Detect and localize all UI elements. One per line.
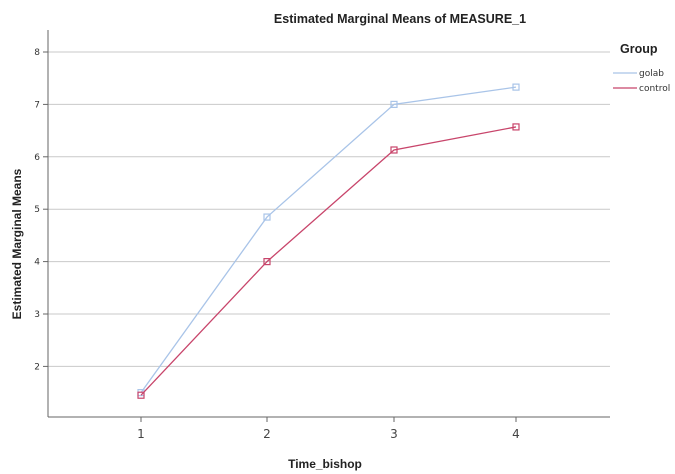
series-line-control: [140, 126, 517, 396]
x-tick-label-3: 3: [390, 427, 398, 441]
y-tick-label-5: 5: [34, 205, 40, 215]
data-point-control-4: [512, 123, 520, 131]
x-tick-label-1: 1: [137, 427, 145, 441]
x-tick-label-4: 4: [512, 427, 520, 441]
data-point-control-3: [390, 146, 398, 154]
data-point-golab-4: [512, 83, 520, 91]
y-tick-label-4: 4: [34, 258, 40, 268]
data-point-control-2: [263, 258, 271, 266]
data-point-golab-3: [390, 100, 398, 109]
legend-label-control: control: [639, 84, 670, 94]
data-point-control-1: [137, 391, 145, 399]
y-tick-label-2: 2: [34, 362, 40, 372]
y-tick-label-3: 3: [34, 310, 40, 320]
x-tick-label-2: 2: [263, 427, 271, 441]
legend: Group golab control: [613, 42, 670, 94]
legend-title: Group: [620, 42, 658, 56]
y-tick-label-6: 6: [34, 153, 40, 163]
x-axis-title: Time_bishop: [288, 457, 362, 471]
chart-title: Estimated Marginal Means of MEASURE_1: [274, 12, 526, 26]
series-line-golab: [140, 86, 517, 393]
legend-label-golab: golab: [639, 69, 664, 79]
plot-area: 2 3 4 5 6 7 8 1 2 3 4: [34, 30, 610, 441]
y-tick-label-8: 8: [34, 48, 40, 58]
y-tick-label-7: 7: [34, 100, 40, 110]
data-point-golab-2: [263, 213, 271, 221]
y-axis-title: Estimated Marginal Means: [10, 168, 24, 319]
